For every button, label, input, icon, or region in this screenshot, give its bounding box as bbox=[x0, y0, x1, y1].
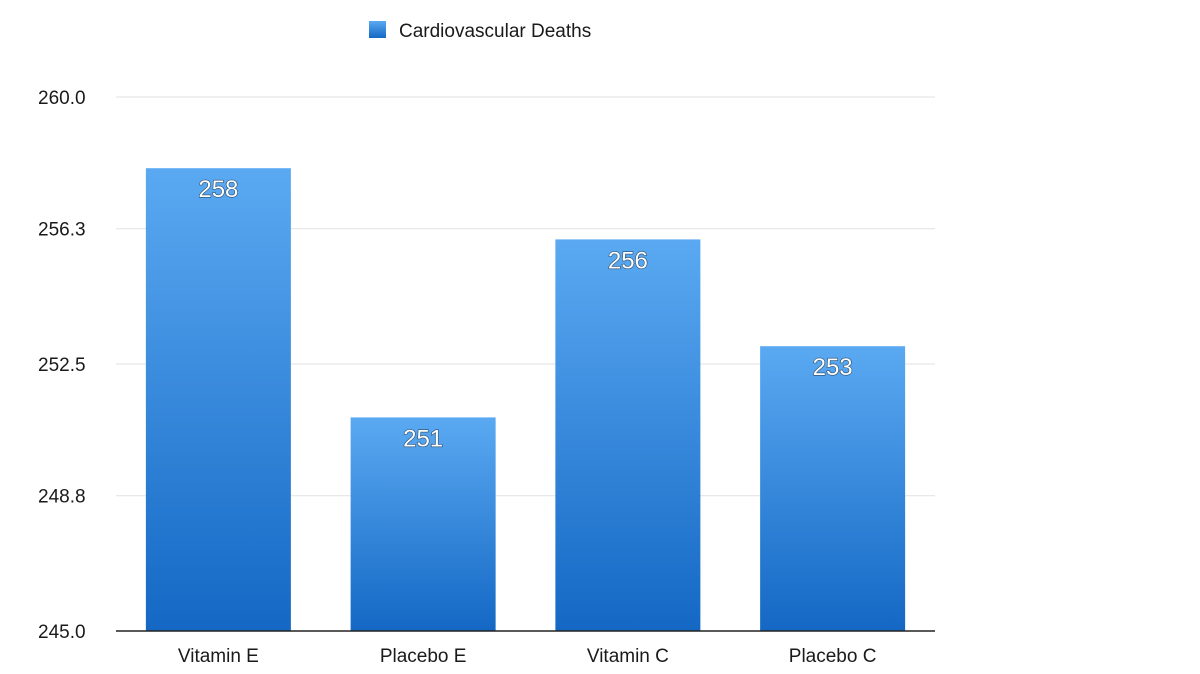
legend-swatch bbox=[369, 21, 386, 38]
legend-label-cardiovascular-deaths: Cardiovascular Deaths bbox=[399, 21, 591, 42]
bars bbox=[145, 168, 906, 631]
bar-vitamin-e bbox=[145, 168, 291, 631]
x-tick-label-placebo-c: Placebo C bbox=[789, 646, 877, 667]
y-axis-ticks: 245.0 248.8 252.5 256.3 260.0 bbox=[38, 88, 86, 643]
x-tick-label-vitamin-e: Vitamin E bbox=[178, 646, 259, 667]
data-labels: 258 251 256 253 bbox=[198, 176, 853, 453]
y-tick-label: 248.8 bbox=[38, 487, 86, 508]
x-tick-label-placebo-e: Placebo E bbox=[380, 646, 467, 667]
y-tick-label: 256.3 bbox=[38, 220, 86, 241]
bar-placebo-e bbox=[350, 417, 496, 631]
data-label-placebo-e: 251 bbox=[403, 425, 443, 452]
y-tick-label: 260.0 bbox=[38, 88, 86, 109]
y-tick-label: 245.0 bbox=[38, 622, 86, 643]
data-label-vitamin-c: 256 bbox=[608, 247, 648, 274]
data-label-placebo-c: 253 bbox=[813, 354, 853, 381]
bar-placebo-c bbox=[760, 346, 906, 631]
legend: Cardiovascular Deaths bbox=[369, 21, 591, 42]
data-label-vitamin-e: 258 bbox=[198, 176, 238, 203]
bar-vitamin-c bbox=[555, 239, 701, 631]
x-axis-labels: Vitamin E Placebo E Vitamin C Placebo C bbox=[178, 646, 877, 667]
y-tick-label: 252.5 bbox=[38, 355, 86, 376]
x-tick-label-vitamin-c: Vitamin C bbox=[587, 646, 669, 667]
